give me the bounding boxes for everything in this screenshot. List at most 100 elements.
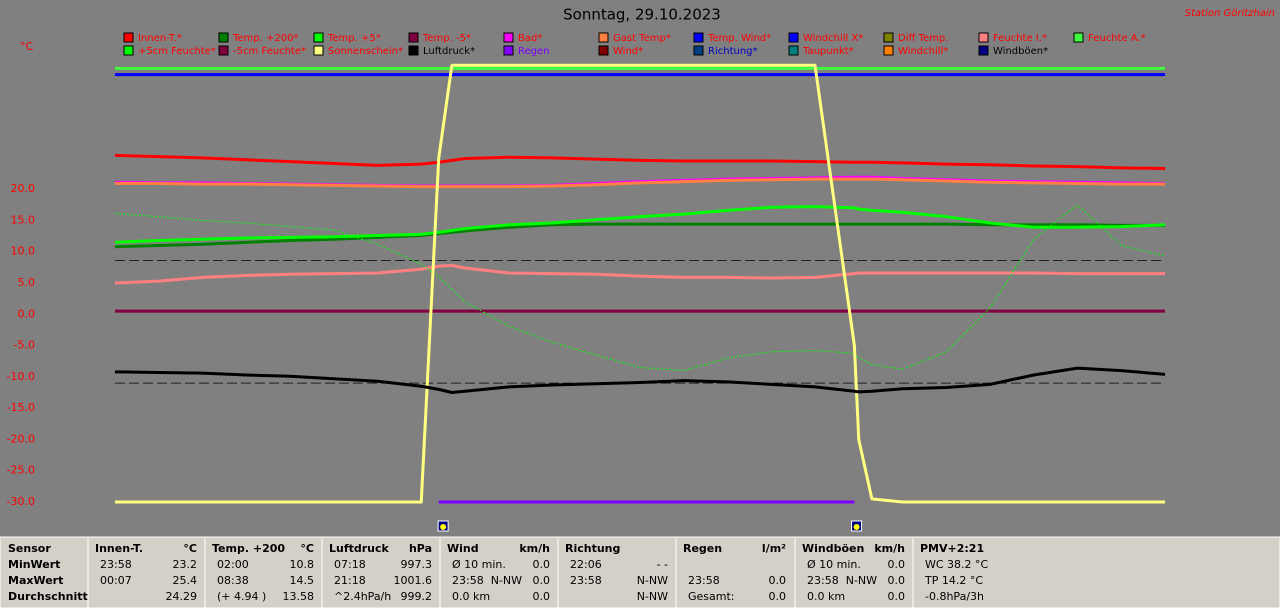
cell-right: 0.0 <box>888 574 906 587</box>
cell-left: 23:58 <box>807 574 839 587</box>
legend-swatch <box>503 45 514 56</box>
station-name: Station Göritzhain <box>1185 8 1275 19</box>
row-label: MaxWert <box>8 574 63 587</box>
legend-swatch <box>408 32 419 43</box>
y-tick-label: -25.0 <box>7 464 35 477</box>
cell-left: 23:58 <box>688 574 720 587</box>
legend-label: Windchill X* <box>803 33 863 44</box>
legend-swatch <box>313 45 324 56</box>
series-line <box>114 366 1166 394</box>
legend-swatch <box>978 45 989 56</box>
legend-label: Feuchte A.* <box>1088 33 1146 44</box>
cell-right: 0.0 <box>888 590 906 603</box>
legend-swatch <box>503 32 514 43</box>
legend-label: Gast Temp* <box>613 33 671 44</box>
cell-mid: N-NW <box>491 574 522 587</box>
legend-label: Taupunkt* <box>802 46 854 57</box>
cell-right: 25.4 <box>173 574 198 587</box>
column-header: Innen-T. <box>95 542 143 555</box>
legend-label: Temp. +200* <box>232 33 298 44</box>
legend-label: Windböen* <box>993 46 1048 57</box>
cell-right: 0.0 <box>769 574 787 587</box>
y-tick-label: 20.0 <box>11 182 36 195</box>
y-tick-label: 15.0 <box>11 213 36 226</box>
column-unit: km/h <box>519 542 550 555</box>
legend-swatch <box>598 32 609 43</box>
column-header: Wind <box>447 542 479 555</box>
legend-swatch <box>693 32 704 43</box>
column-header: Regen <box>683 542 722 555</box>
cell-right: 0.0 <box>533 558 551 571</box>
y-tick-label: 0.0 <box>18 307 36 320</box>
legend-label: +5cm Feuchte* <box>138 46 216 57</box>
cell-left: 21:18 <box>334 574 366 587</box>
legend-label: Wind* <box>613 46 643 57</box>
legend-label: Diff Temp. <box>898 33 948 44</box>
cell-left: Ø 10 min. <box>452 558 506 571</box>
legend-label: Windchill* <box>898 46 948 57</box>
legend-label: Temp. -5* <box>422 33 471 44</box>
legend-swatch <box>978 32 989 43</box>
legend-swatch <box>693 45 704 56</box>
cell-left: 02:00 <box>217 558 249 571</box>
legend-label: Sonnenschein* <box>328 46 403 57</box>
cell-left: WC 38.2 °C <box>925 558 989 571</box>
stats-panel <box>0 536 1280 608</box>
cell-right: 23.2 <box>173 558 198 571</box>
cell-left: 07:18 <box>334 558 366 571</box>
cell-left: (+ 4.94 ) <box>217 590 266 603</box>
legend-label: Innen-T.* <box>138 33 182 44</box>
legend-label: Temp. +5* <box>327 33 381 44</box>
legend-label: Regen <box>518 46 550 57</box>
cell-right: 24.29 <box>166 590 198 603</box>
column-header: Richtung <box>565 542 620 555</box>
legend-swatch <box>218 32 229 43</box>
legend-label: Luftdruck* <box>423 46 475 57</box>
y-unit: °C <box>20 40 34 53</box>
legend-label: Richtung* <box>708 46 758 57</box>
series-line <box>114 263 1165 285</box>
cell-right: 1001.6 <box>394 574 433 587</box>
cell-right: 0.0 <box>888 558 906 571</box>
cell-right: N-NW <box>637 590 668 603</box>
cell-right: - - <box>657 558 668 571</box>
column-header: Luftdruck <box>329 542 390 555</box>
legend-swatch <box>598 45 609 56</box>
cell-right: 14.5 <box>290 574 315 587</box>
y-tick-label: 5.0 <box>18 276 36 289</box>
cell-right: 997.3 <box>401 558 433 571</box>
cell-left: 23:58 <box>100 558 132 571</box>
y-tick-label: -30.0 <box>7 495 35 508</box>
column-unit: l/m² <box>762 542 786 555</box>
y-tick-label: -20.0 <box>7 432 35 445</box>
legend-swatch <box>883 32 894 43</box>
cell-right: N-NW <box>637 574 668 587</box>
series-line <box>114 222 1165 249</box>
cell-left: Ø 10 min. <box>807 558 861 571</box>
cell-left: 0.0 km <box>807 590 845 603</box>
cell-right: 0.0 <box>533 574 551 587</box>
legend-swatch <box>123 45 134 56</box>
sun-marker-icon <box>853 524 860 530</box>
legend-swatch <box>883 45 894 56</box>
column-unit: °C <box>183 542 197 555</box>
cell-left: ^2.4hPa/h <box>334 590 391 603</box>
legend-label: -5cm Feuchte* <box>233 46 306 57</box>
legend-swatch <box>218 45 229 56</box>
row-label: Sensor <box>8 542 51 555</box>
chart-title: Sonntag, 29.10.2023 <box>563 6 721 24</box>
cell-right: 999.2 <box>401 590 433 603</box>
series-line <box>114 205 1166 244</box>
cell-left: 08:38 <box>217 574 249 587</box>
legend-swatch <box>788 32 799 43</box>
y-tick-label: -5.0 <box>14 339 35 352</box>
legend-swatch <box>123 32 134 43</box>
y-tick-label: -15.0 <box>7 401 35 414</box>
legend-swatch <box>1073 32 1084 43</box>
column-header: Temp. +200 <box>212 542 285 555</box>
series-line <box>115 177 1165 189</box>
row-label: MinWert <box>8 558 60 571</box>
legend-label: Feuchte I.* <box>993 33 1047 44</box>
legend-swatch <box>408 45 419 56</box>
